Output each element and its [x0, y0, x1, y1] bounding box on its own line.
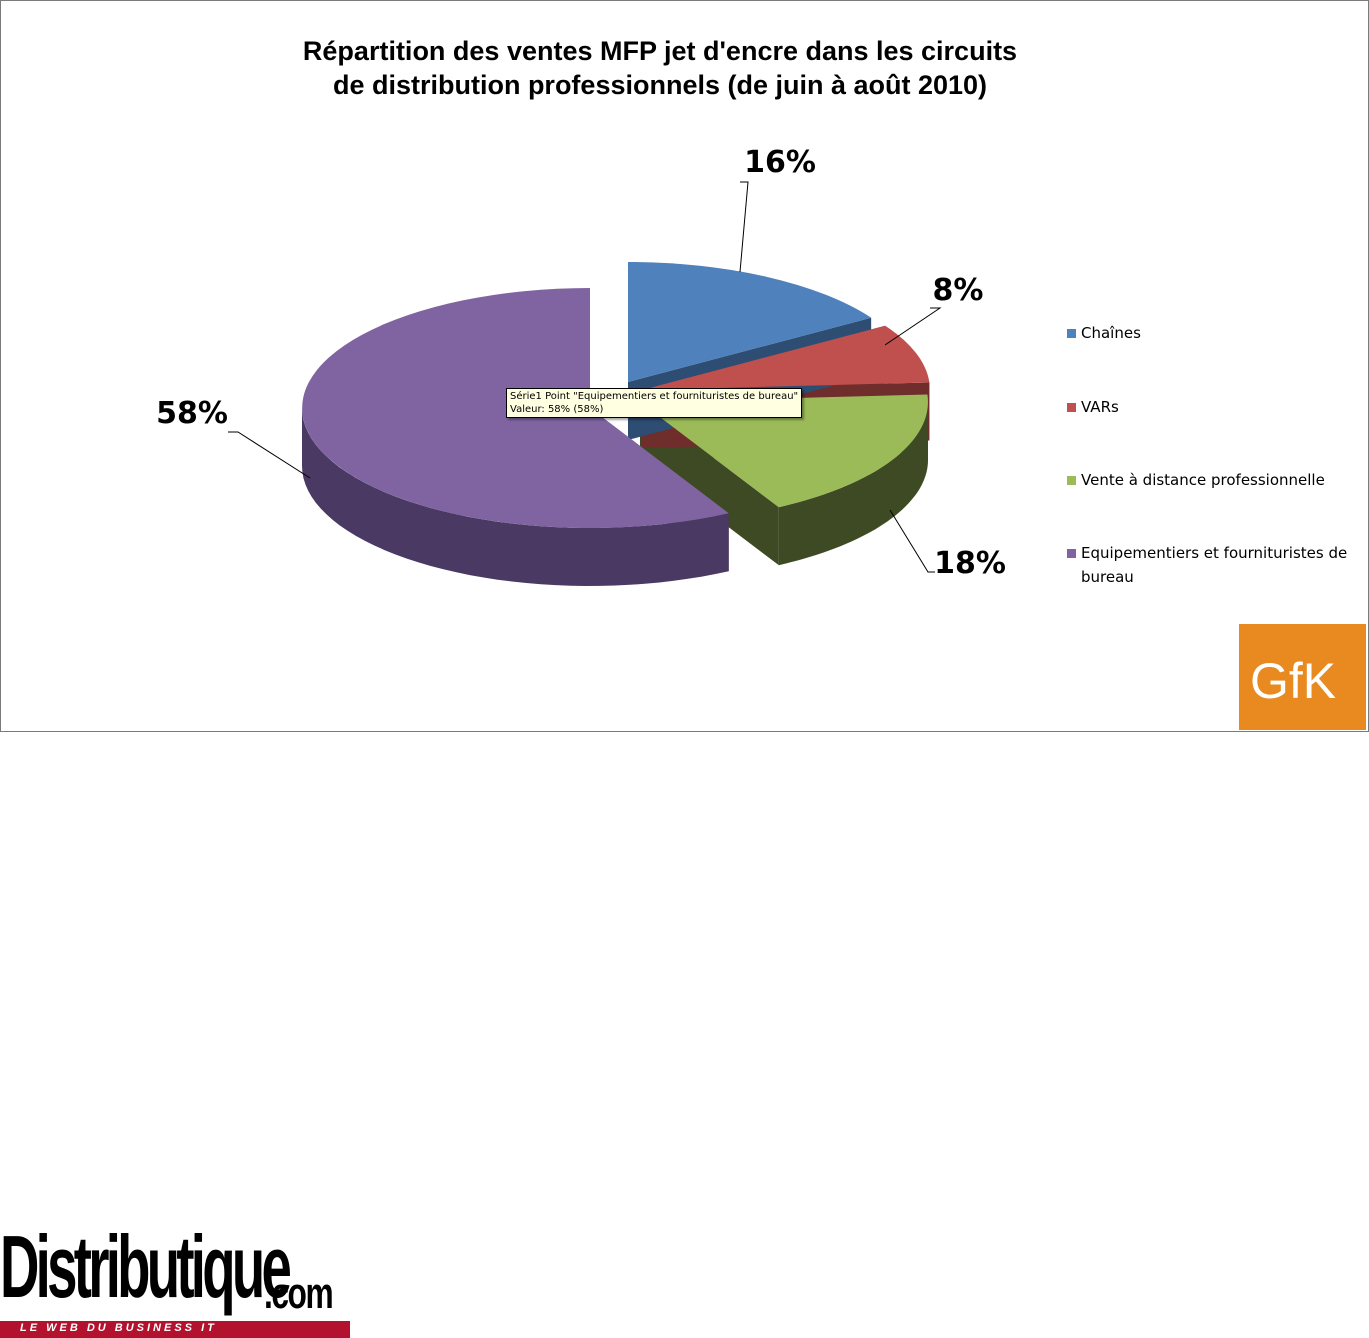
chart-title-line-2: de distribution professionnels (de juin …	[332, 70, 988, 100]
legend-label-equipementiers-line-2: bureau	[1081, 568, 1134, 586]
pie-slice-1[interactable]	[628, 262, 872, 382]
legend-swatch-equipementiers	[1067, 549, 1076, 558]
legend-label-vad-line-1: Vente à distance professionnelle	[1081, 471, 1325, 489]
data-label-1: 16%	[744, 145, 816, 180]
leader-line-4	[228, 431, 311, 479]
legend-swatch-vars	[1067, 403, 1076, 412]
distributique-logo: Distributique .com LE WEB DU BUSINESS IT	[0, 610, 352, 1338]
tooltip-line-1: Série1 Point "Equipementiers et fournitu…	[510, 391, 799, 402]
data-label-3: 18%	[934, 546, 1006, 581]
data-point-tooltip: Série1 Point "Equipementiers et fournitu…	[506, 388, 803, 418]
tooltip-line-2: Valeur: 58% (58%)	[510, 404, 604, 415]
legend-swatch-chaines	[1067, 329, 1076, 338]
distributique-logo-suffix: .com	[264, 1269, 334, 1318]
data-label-4: 58%	[156, 396, 228, 431]
leader-line-3	[889, 509, 935, 573]
pie-side-4	[302, 408, 729, 586]
chart-title: Répartition des ventes MFP jet d'encre d…	[160, 34, 1160, 102]
distributique-logo-word: Distributique	[0, 1217, 292, 1316]
legend-label-chaines: Chaînes	[1081, 321, 1141, 345]
legend-label-chaines-line-1: Chaînes	[1081, 324, 1141, 342]
legend-label-equipementiers: Equipementiers et fournituristes de bure…	[1081, 541, 1347, 589]
data-label-2: 8%	[933, 273, 984, 308]
legend-label-vars-line-1: VARs	[1081, 398, 1119, 416]
legend-label-vars: VARs	[1081, 395, 1119, 419]
legend-swatch-vad	[1067, 476, 1076, 485]
pie-slice-3[interactable]	[640, 394, 928, 508]
legend-label-equipementiers-line-1: Equipementiers et fournituristes de	[1081, 544, 1348, 562]
distributique-logo-tagline: LE WEB DU BUSINESS IT	[20, 1322, 217, 1334]
leader-line-2	[884, 307, 942, 346]
gfk-logo	[1239, 624, 1366, 730]
pie-side-3	[778, 402, 928, 566]
gfk-logo-text: GfK	[1250, 653, 1337, 709]
legend-label-vad: Vente à distance professionnelle	[1081, 468, 1325, 492]
data-labels: 16% 8% 18% 58%	[156, 145, 1006, 581]
chart-title-line-1: Répartition des ventes MFP jet d'encre d…	[302, 36, 1018, 66]
pie-slice-2[interactable]	[642, 325, 930, 390]
leader-line-1	[739, 181, 749, 273]
